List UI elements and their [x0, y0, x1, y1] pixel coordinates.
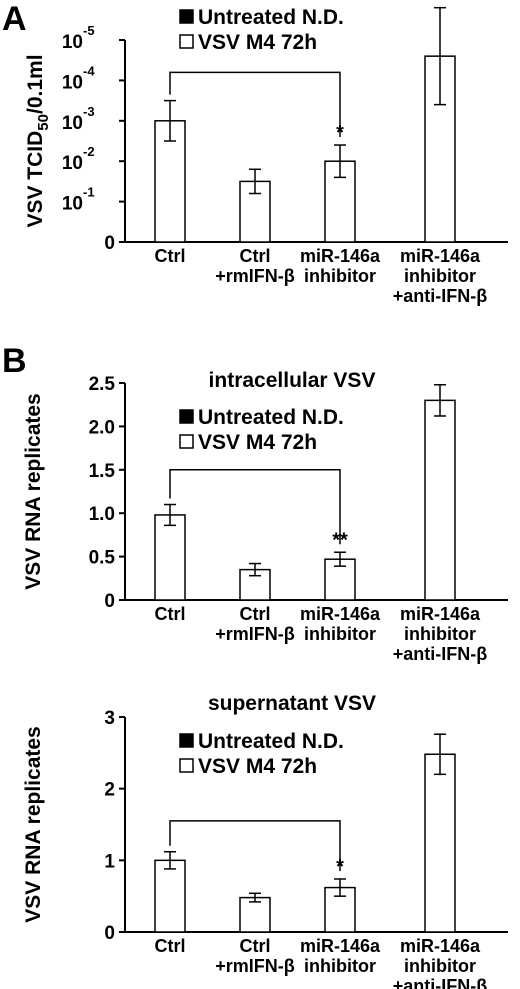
significance-mark: * [336, 122, 344, 144]
legend-swatch-untreated [179, 9, 194, 24]
y-tick-label-base: 10 [62, 72, 83, 93]
x-tick-label: inhibitor [404, 956, 476, 976]
bar-vsv [424, 399, 456, 601]
x-tick-label: miR-146a [300, 936, 381, 956]
panel-label-a: A [2, 0, 27, 38]
significance-mark: ** [332, 529, 348, 551]
legend-label-untreated: Untreated N.D. [198, 730, 344, 753]
x-tick-label: Ctrl [240, 936, 271, 956]
x-tick-label: Ctrl [155, 246, 186, 266]
y-tick-label: 0.5 [89, 548, 116, 569]
y-tick-label: 1.0 [89, 504, 115, 525]
significance-bracket [169, 469, 341, 545]
x-tick-label: +anti-IFN-β [393, 976, 487, 989]
y-axis-label: VSV TCID50/0.1ml [24, 54, 52, 227]
panel-label-b: B [2, 342, 27, 380]
x-tick-label: inhibitor [304, 266, 376, 286]
x-tick-label: inhibitor [304, 956, 376, 976]
y-tick-label: 1 [104, 851, 115, 872]
x-tick-label: +anti-IFN-β [393, 286, 487, 306]
y-tick-label-base: 10 [62, 113, 83, 134]
y-axis-label: VSV RNA replicates [22, 393, 45, 589]
bar-vsv [154, 859, 186, 933]
y-tick-label: 0 [104, 233, 115, 254]
bar-vsv [424, 753, 456, 933]
y-tick-label: 0 [104, 923, 115, 944]
x-tick-label: Ctrl [155, 604, 186, 624]
legend-swatch-vsv [179, 34, 194, 49]
y-tick-label: 2 [104, 780, 115, 801]
y-tick-label: 2.0 [89, 417, 115, 438]
bar-vsv [154, 514, 186, 601]
x-tick-label: miR-146a [400, 604, 481, 624]
y-tick-label: 3 [104, 708, 115, 729]
y-tick-label-exponent: -4 [83, 63, 95, 78]
x-tick-label: miR-146a [300, 246, 381, 266]
x-tick-label: miR-146a [400, 936, 481, 956]
chart-title: intracellular VSV [209, 369, 376, 392]
x-tick-label: Ctrl [240, 246, 271, 266]
legend-swatch-vsv [179, 758, 194, 773]
x-tick-label: Ctrl [155, 936, 186, 956]
chart-title: supernatant VSV [208, 692, 376, 715]
chart-supernatant-vsv: 0 1 2 3 VSV RNA replicates supernatant VSV Unt… [22, 692, 508, 989]
legend-label-vsv: VSV M4 72h [198, 755, 317, 778]
bar-vsv [239, 896, 271, 933]
x-tick-label: +rmIFN-β [215, 956, 295, 976]
legend-label-untreated: Untreated N.D. [198, 6, 344, 29]
chart-intracellular-vsv: 0 0.5 1.0 1.5 2.0 2.5 VSV RNA replicates intrac… [22, 369, 508, 664]
y-tick-label-exponent: -1 [83, 185, 95, 200]
y-tick-label: 1.5 [89, 461, 116, 482]
y-tick-label: 2.5 [89, 374, 116, 395]
y-tick-label-base: 10 [62, 32, 83, 53]
legend-swatch-untreated [179, 733, 194, 748]
legend-label-vsv: VSV M4 72h [198, 31, 317, 54]
legend-label-vsv: VSV M4 72h [198, 431, 317, 454]
y-tick-label-base: 10 [62, 194, 83, 215]
x-tick-label: miR-146a [300, 604, 381, 624]
x-tick-label: miR-146a [400, 246, 481, 266]
legend-swatch-untreated [179, 409, 194, 424]
significance-bracket [169, 71, 341, 138]
legend-label-untreated: Untreated N.D. [198, 406, 344, 429]
x-tick-label: inhibitor [404, 624, 476, 644]
y-tick-label-exponent: -2 [83, 144, 95, 159]
y-tick-label-base: 10 [62, 153, 83, 174]
y-tick-label-exponent: -3 [83, 104, 95, 119]
x-tick-label: Ctrl [240, 604, 271, 624]
significance-bracket [169, 820, 341, 871]
significance-mark: * [336, 856, 344, 878]
x-tick-label: +anti-IFN-β [393, 644, 487, 664]
x-tick-label: +rmIFN-β [215, 266, 295, 286]
x-tick-label: +rmIFN-β [215, 624, 295, 644]
y-tick-label: 0 [104, 591, 115, 612]
x-tick-label: inhibitor [404, 266, 476, 286]
x-tick-label: inhibitor [304, 624, 376, 644]
y-tick-label-exponent: -5 [83, 23, 95, 38]
y-axis-label: VSV RNA replicates [22, 726, 45, 922]
legend-swatch-vsv [179, 434, 194, 449]
